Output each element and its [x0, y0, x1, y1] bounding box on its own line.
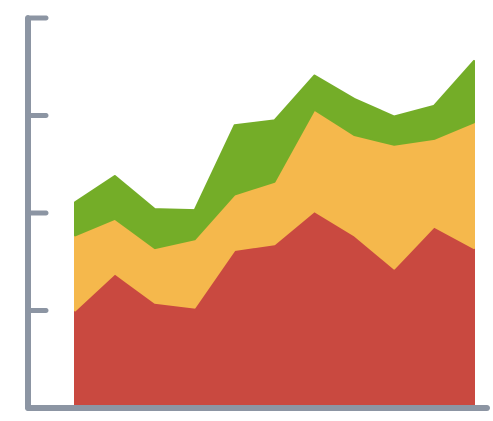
area-series-group [74, 59, 475, 409]
axes [25, 15, 490, 411]
area-series-3 [74, 59, 475, 250]
